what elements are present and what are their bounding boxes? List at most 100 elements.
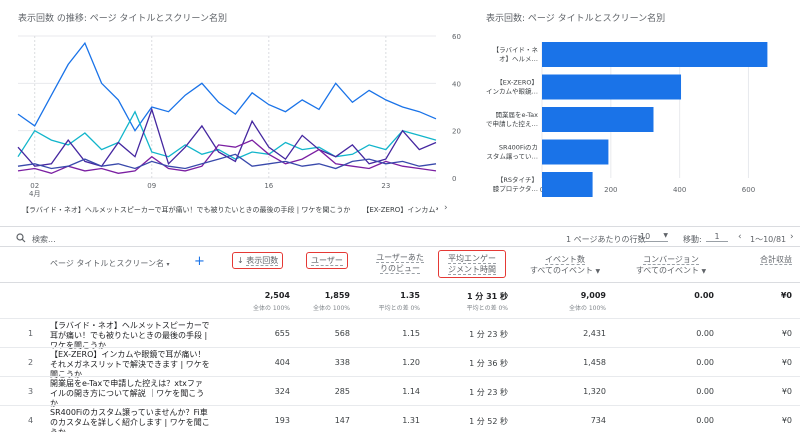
bar [542, 172, 593, 197]
row-metric-value: 285 [334, 387, 350, 396]
page-range: 1～10/81 [750, 235, 787, 244]
legend-item-2[interactable]: 【EX-ZERO】インカムや眼 [362, 206, 438, 214]
row-metric-value: 1.31 [402, 416, 420, 425]
x-tick-label: 02 [30, 182, 39, 190]
series-line [17, 153, 437, 170]
row-metric-value: 1.20 [402, 358, 420, 367]
row-metric-value: 734 [590, 416, 606, 425]
bar-category-label: で申請した控え… [486, 119, 538, 128]
goto-label: 移動: [683, 235, 702, 244]
bar [542, 42, 768, 67]
total-value: 2,504 [264, 291, 290, 300]
row-metric-value: 338 [334, 358, 350, 367]
header-event-count[interactable]: イベント数 すべてのイベント ▼ [529, 255, 601, 275]
chevron-down-icon: ▼ [663, 232, 668, 239]
add-dimension-icon[interactable]: + [194, 254, 205, 269]
row-metric-value: 568 [334, 329, 350, 338]
row-metric-value: ¥0 [781, 416, 792, 425]
row-metric-value: 1 分 36 秒 [469, 359, 508, 368]
search-input[interactable]: 検索... [32, 235, 56, 244]
dimension-header[interactable]: ページ タイトルとスクリーン名 ▾ [50, 259, 170, 268]
row-number: 3 [28, 387, 34, 396]
search-icon [16, 233, 26, 246]
legend-item-1[interactable]: 【ラバイド・ネオ】ヘルメットスピーカーで耳が痛い！でも被りたいときの最後の手段 … [22, 206, 351, 214]
bar-category-label: スタム譲ってい… [486, 152, 538, 161]
x-tick-label: 23 [381, 182, 390, 190]
legend-next-icon[interactable]: › [444, 203, 448, 213]
bar-category-label: 【EX-ZERO】 [496, 79, 538, 87]
header-avg-engagement[interactable]: 平均エンゲー ジメント時間 [438, 250, 506, 278]
y-tick-label: 40 [452, 80, 461, 88]
rows-per-page-label: 1 ページあたりの行数: [566, 235, 649, 244]
row-metric-value: 1 分 52 秒 [469, 417, 508, 426]
row-metric-value: 1,458 [583, 358, 606, 367]
line-chart-legend: 【ラバイド・ネオ】ヘルメットスピーカーで耳が痛い！でも被りたいときの最後の手段 … [18, 205, 438, 215]
prev-page-icon[interactable]: ‹ [738, 232, 742, 242]
table-row[interactable]: 4 SR400Fiのカスタム譲っていませんか？Fi車のカスタムを詳しく紹介します … [0, 405, 800, 432]
table-row[interactable]: 3 開業届をe-Taxで申請した控えは？xtxファイルの開き方について解説 ｜ワケ… [0, 376, 800, 407]
total-value: 9,009 [580, 291, 606, 300]
row-metric-value: ¥0 [781, 329, 792, 338]
header-views[interactable]: ↓ 表示回数 [232, 252, 284, 269]
x-tick-label: 4月 [29, 190, 40, 198]
header-views-per-user[interactable]: ユーザーあた りのビュー [376, 253, 424, 274]
header-total-revenue[interactable]: 合計収益 [760, 255, 792, 265]
row-page-title[interactable]: SR400Fiのカスタム譲っていませんか？Fi車のカスタムを詳しく紹介します |… [50, 408, 210, 432]
rows-per-page-value: 10 [640, 232, 651, 241]
row-metric-value: 324 [274, 387, 290, 396]
x-tick-label: 200 [604, 186, 617, 194]
row-metric-value: 2,431 [583, 329, 606, 338]
total-subtext: 全体の 100% [568, 305, 606, 312]
header-conversions[interactable]: コンバージョン すべてのイベント ▼ [635, 255, 707, 275]
rows-per-page-select[interactable]: 10 ▼ [640, 232, 668, 242]
table-row[interactable]: 1 【ラバイド・ネオ】ヘルメットスピーカーで耳が痛い！でも被りたいときの最後の手段… [0, 318, 800, 349]
x-tick-label: 09 [147, 182, 156, 190]
total-value: 1.35 [400, 291, 420, 300]
chevron-down-icon: ▼ [701, 268, 707, 275]
bar-category-label: SR400Fiのカ [499, 144, 538, 152]
row-metric-value: 655 [274, 329, 290, 338]
row-metric-value: ¥0 [781, 358, 792, 367]
x-tick-label: 600 [742, 186, 755, 194]
row-metric-value: 0.00 [696, 387, 714, 396]
y-tick-label: 60 [452, 33, 461, 41]
series-line [17, 139, 437, 174]
row-metric-value: 147 [334, 416, 350, 425]
row-metric-value: 1 分 23 秒 [469, 330, 508, 339]
row-metric-value: 1.14 [402, 387, 420, 396]
x-tick-label: 400 [673, 186, 686, 194]
bar-category-label: オ】ヘルメ… [499, 55, 538, 63]
bar-category-label: 【ラバイド・ネ [493, 46, 539, 54]
row-metric-value: 0.00 [696, 416, 714, 425]
goto-page-input[interactable]: 1 [706, 232, 728, 242]
row-metric-value: 404 [274, 358, 290, 367]
row-number: 1 [28, 329, 34, 338]
total-value: 1 分 31 秒 [466, 292, 508, 301]
bar [542, 139, 609, 165]
row-page-title[interactable]: 【ラバイド・ネオ】ヘルメットスピーカーで耳が痛い！でも被りたいときの最後の手段 … [50, 321, 210, 349]
next-page-icon[interactable]: › [790, 232, 794, 242]
bar-category-label: インカムや眼鏡… [486, 87, 538, 96]
row-metric-value: 193 [274, 416, 290, 425]
row-page-title[interactable]: 【EX-ZERO】インカムや眼鏡で耳が痛い！それメガネスリットで解決できます |… [50, 350, 210, 378]
total-subtext: 全体の 100% [252, 305, 290, 312]
row-metric-value: 1 分 23 秒 [469, 388, 508, 397]
row-page-title[interactable]: 開業届をe-Taxで申請した控えは？xtxファイルの開き方について解説 ｜ワケを… [50, 379, 205, 407]
row-metric-value: 0.00 [696, 329, 714, 338]
table-row[interactable]: 2 【EX-ZERO】インカムや眼鏡で耳が痛い！それメガネスリットで解決できます … [0, 347, 800, 378]
total-value: ¥0 [780, 291, 792, 300]
row-metric-value: ¥0 [781, 387, 792, 396]
header-users[interactable]: ユーザー [306, 252, 348, 269]
bar-category-label: 【RSタイチ】 [497, 175, 538, 184]
total-value: 0.00 [694, 291, 714, 300]
total-subtext: 全体の 100% [312, 305, 350, 312]
total-value: 1,859 [324, 291, 350, 300]
chevron-down-icon: ▾ [166, 261, 170, 268]
chevron-down-icon: ▼ [595, 268, 601, 275]
bar-category-label: 開業届をe-Tax [496, 110, 539, 119]
series-line [17, 110, 437, 160]
total-subtext: 平均との差 0% [378, 305, 420, 312]
row-number: 2 [28, 358, 34, 367]
bar-category-label: 膝プロテクタ… [493, 184, 538, 193]
